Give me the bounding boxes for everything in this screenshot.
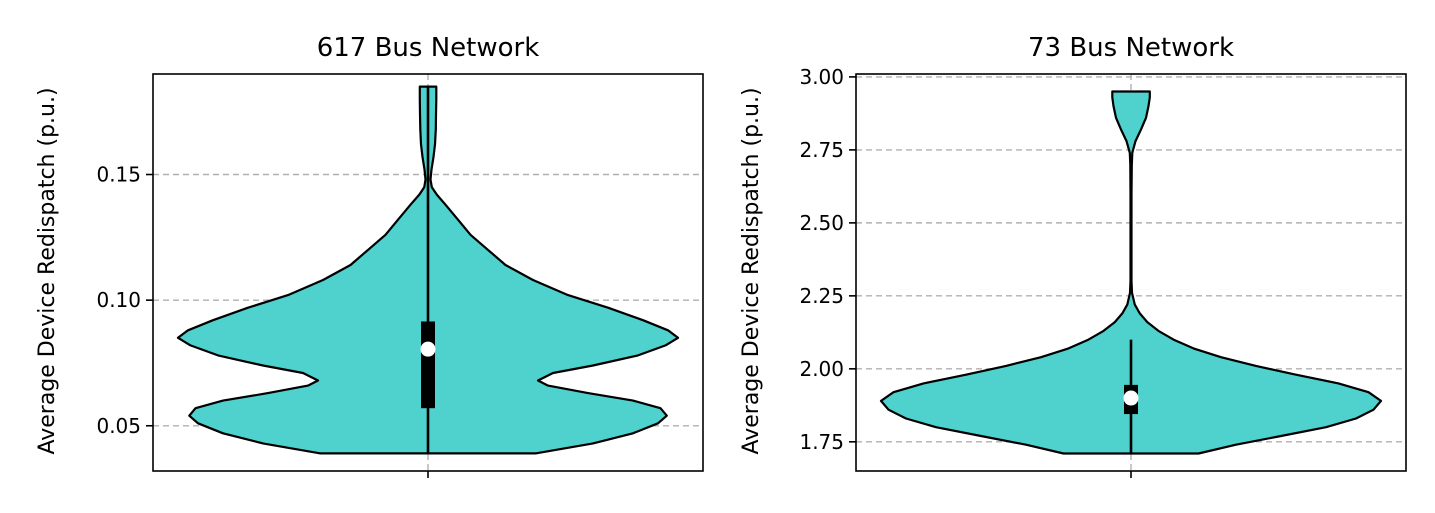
chart-title: 73 Bus Network [1028,33,1234,63]
y-tick-label: 3.00 [799,65,844,89]
iqr-box [421,321,435,409]
y-tick-label: 2.75 [799,138,844,162]
y-tick-label: 0.15 [96,163,141,187]
y-tick-label: 2.25 [799,284,844,308]
y-tick-label: 0.05 [96,414,141,438]
y-tick-label: 1.75 [799,430,844,454]
median-marker [420,341,436,357]
violin-panel-617-bus: 617 Bus Network Average Device Redispatc… [35,33,704,478]
median-marker [1123,390,1139,406]
y-axis-label: Average Device Redispatch (p.u.) [35,87,60,454]
violin-panel-73-bus: 73 Bus Network Average Device Redispatch… [739,33,1407,478]
y-axis-label: Average Device Redispatch (p.u.) [739,87,764,454]
violin-body [879,90,1383,455]
y-tick-label: 2.50 [799,211,844,235]
y-tick-label: 2.00 [799,357,844,381]
chart-title: 617 Bus Network [317,33,540,63]
y-tick-label: 0.10 [96,288,141,312]
